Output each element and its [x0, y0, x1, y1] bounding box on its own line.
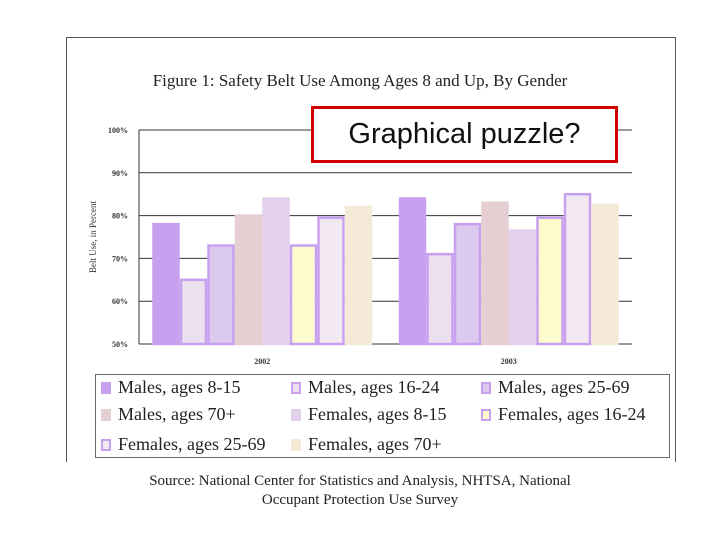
legend-swatch	[101, 381, 111, 394]
legend-item: Females, ages 70+	[291, 434, 442, 455]
y-axis-title: Belt Use, in Percent	[88, 201, 98, 273]
legend-swatch	[291, 381, 301, 394]
bar	[453, 222, 482, 346]
legend-item: Males, ages 16-24	[291, 377, 439, 398]
bar	[317, 216, 345, 346]
legend-label: Males, ages 70+	[118, 404, 236, 424]
legend-swatch	[291, 438, 301, 451]
y-tick-label: 80%	[112, 212, 128, 221]
x-tick-label: 2002	[254, 357, 270, 366]
bar	[289, 244, 318, 346]
source-line-2: Occupant Protection Use Survey	[261, 492, 459, 508]
legend-item: Males, ages 70+	[101, 404, 236, 425]
bar	[563, 192, 592, 346]
legend-label: Females, ages 8-15	[308, 404, 447, 424]
annotation-text: Graphical puzzle?	[348, 118, 581, 150]
legend-swatch	[101, 438, 111, 451]
bar	[536, 216, 564, 346]
source-line-1: Source: National Center for Statistics a…	[149, 473, 571, 489]
y-tick-label: 60%	[112, 297, 128, 306]
legend-item: Males, ages 25-69	[481, 377, 629, 398]
chart-legend: Males, ages 8-15 Males, ages 16-24 Males, …	[95, 374, 670, 458]
legend-swatch	[291, 408, 301, 421]
legend-label: Females, ages 25-69	[118, 434, 266, 454]
legend-label: Males, ages 8-15	[118, 377, 241, 397]
bar	[481, 201, 509, 346]
legend-swatch	[481, 408, 491, 421]
y-tick-label: 70%	[112, 254, 128, 263]
y-tick-label: 50%	[112, 340, 128, 349]
legend-label: Females, ages 70+	[308, 434, 442, 454]
legend-item: Males, ages 8-15	[101, 377, 240, 398]
bar	[426, 252, 454, 346]
bar	[179, 278, 208, 346]
bar	[398, 197, 427, 346]
y-tick-label: 100%	[108, 126, 128, 135]
legend-label: Males, ages 25-69	[498, 377, 630, 397]
bar	[234, 214, 263, 346]
legend-item: Females, ages 16-24	[481, 404, 645, 425]
legend-item: Females, ages 8-15	[291, 404, 446, 425]
bar	[508, 229, 537, 346]
legend-swatch	[481, 381, 491, 394]
bar	[262, 197, 290, 346]
y-tick-label: 90%	[112, 169, 128, 178]
annotation-box: Graphical puzzle?	[311, 106, 618, 163]
bar	[344, 205, 373, 346]
legend-item: Females, ages 25-69	[101, 434, 265, 455]
bar	[207, 244, 235, 346]
legend-label: Males, ages 16-24	[308, 377, 440, 397]
legend-label: Females, ages 16-24	[498, 404, 646, 424]
bar	[152, 222, 180, 346]
source-note: Source: National Center for Statistics a…	[0, 472, 720, 510]
x-tick-label: 2003	[501, 357, 517, 366]
chart-title: Figure 1: Safety Belt Use Among Ages 8 a…	[152, 71, 568, 90]
legend-swatch	[101, 408, 111, 421]
bar	[591, 203, 619, 346]
